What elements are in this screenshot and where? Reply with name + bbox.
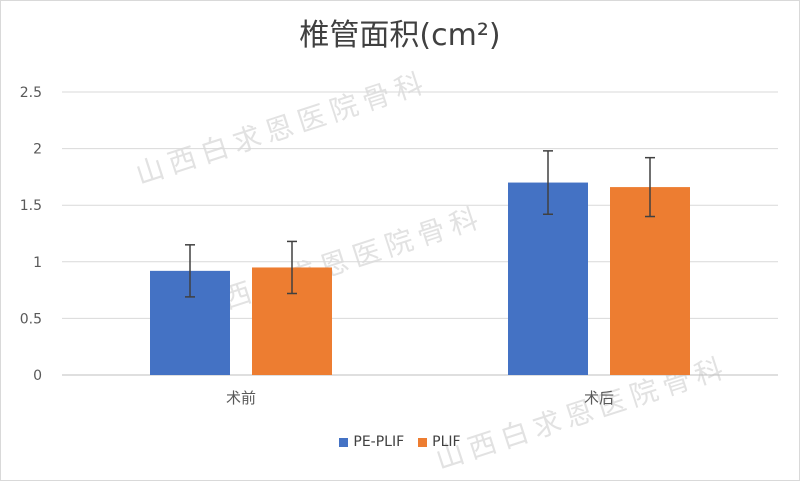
y-tick-label-1: 0.5 xyxy=(20,311,42,327)
legend-swatch-pe-plif xyxy=(339,437,349,447)
legend-label-plif: PLIF xyxy=(432,434,461,450)
legend-swatch-plif xyxy=(418,437,428,447)
y-tick-label-3: 1.5 xyxy=(20,198,42,214)
x-tick-label-0: 术前 xyxy=(226,389,256,407)
x-tick-label-1: 术后 xyxy=(584,389,614,407)
chart-title: 椎管面积(cm²) xyxy=(299,18,501,53)
legend-label-pe-plif: PE-PLIF xyxy=(353,434,405,450)
bar-plif-1 xyxy=(610,187,690,375)
y-tick-label-2: 1 xyxy=(33,255,42,271)
y-tick-label-5: 2.5 xyxy=(20,85,42,101)
y-tick-label-4: 2 xyxy=(33,142,42,158)
legend-item-pe-plif: PE-PLIF xyxy=(339,434,404,450)
legend-item-plif: PLIF xyxy=(418,434,461,450)
y-tick-label-0: 0 xyxy=(33,368,42,384)
legend: PE-PLIF PLIF xyxy=(0,434,800,450)
